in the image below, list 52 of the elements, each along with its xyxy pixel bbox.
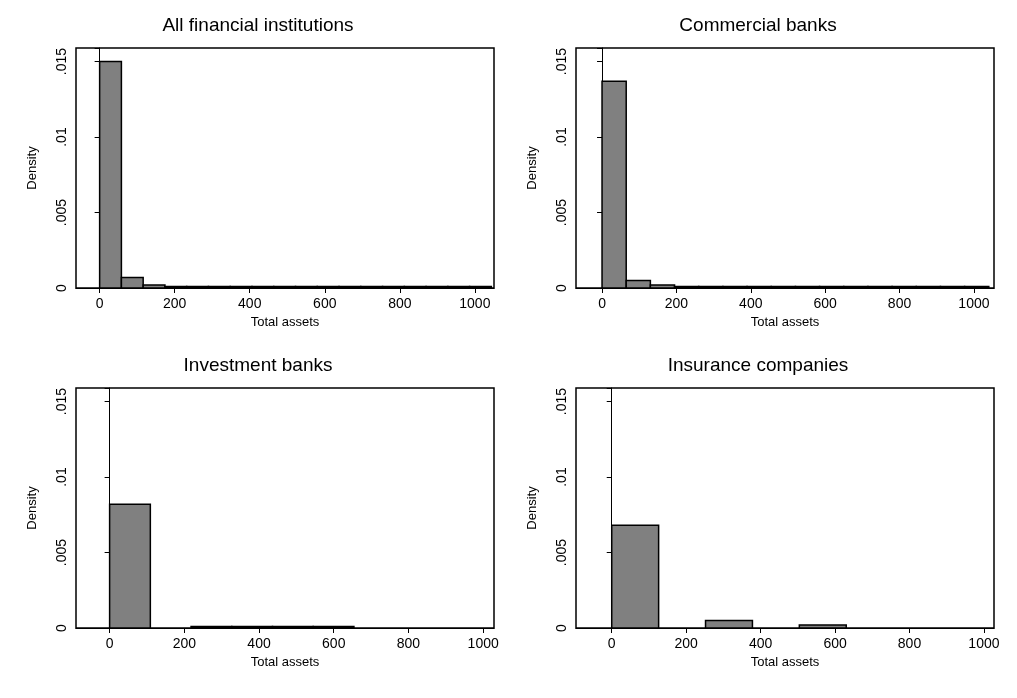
x-tick-label: 400 bbox=[748, 635, 773, 651]
y-tick-label: .01 bbox=[553, 467, 569, 487]
y-tick-label: 0 bbox=[53, 283, 69, 292]
chart-title: All financial institutions bbox=[162, 14, 354, 35]
y-tick-label: .005 bbox=[53, 198, 69, 227]
x-axis-title: Total assets bbox=[250, 313, 320, 329]
x-tick-label: 400 bbox=[247, 635, 271, 651]
x-tick-label: 400 bbox=[739, 295, 763, 311]
x-tick-label: 600 bbox=[322, 635, 346, 651]
x-tick-label: 600 bbox=[813, 295, 838, 311]
chart-title: Insurance companies bbox=[667, 354, 849, 375]
y-tick-label: 0 bbox=[553, 623, 569, 632]
x-tick-label: 0 bbox=[95, 295, 104, 311]
x-axis-title: Total assets bbox=[750, 653, 820, 669]
y-tick-label: .015 bbox=[553, 387, 569, 416]
y-tick-label: 0 bbox=[553, 283, 569, 292]
x-tick-label: 800 bbox=[396, 635, 421, 651]
y-tick-label: .005 bbox=[553, 538, 569, 567]
y-tick-label: .005 bbox=[53, 538, 69, 567]
y-tick-label: .005 bbox=[553, 198, 569, 227]
x-tick-label: 1000 bbox=[467, 635, 499, 651]
y-tick-label: .01 bbox=[553, 127, 569, 147]
y-axis-title: Density bbox=[524, 145, 539, 190]
x-tick-label: 800 bbox=[887, 295, 912, 311]
x-tick-label: 200 bbox=[163, 295, 187, 311]
x-tick-label: 600 bbox=[313, 295, 337, 311]
y-tick-label: 0 bbox=[53, 623, 69, 632]
y-tick-label: .01 bbox=[53, 127, 69, 147]
x-tick-label: 0 bbox=[105, 635, 114, 651]
x-tick-label: 800 bbox=[388, 295, 412, 311]
chart-title: Investment banks bbox=[183, 354, 333, 375]
y-tick-label: .01 bbox=[53, 467, 69, 487]
x-tick-label: 1000 bbox=[968, 635, 1000, 651]
x-tick-label: 0 bbox=[607, 635, 616, 651]
x-axis-title: Total assets bbox=[250, 653, 320, 669]
x-tick-label: 1000 bbox=[459, 295, 491, 311]
x-tick-label: 200 bbox=[172, 635, 197, 651]
y-axis-title: Density bbox=[24, 485, 39, 530]
y-tick-label: .015 bbox=[53, 47, 69, 76]
x-tick-label: 400 bbox=[238, 295, 262, 311]
x-tick-label: 1000 bbox=[958, 295, 990, 311]
x-axis-title: Total assets bbox=[750, 313, 820, 329]
x-tick-label: 600 bbox=[823, 635, 847, 651]
x-tick-label: 200 bbox=[674, 635, 699, 651]
y-axis-title: Density bbox=[24, 145, 39, 190]
chart-title: Commercial banks bbox=[679, 14, 837, 35]
y-tick-label: .015 bbox=[553, 47, 569, 76]
y-axis-title: Density bbox=[524, 485, 539, 530]
y-tick-label: .015 bbox=[53, 387, 69, 416]
x-tick-label: 800 bbox=[897, 635, 922, 651]
x-tick-label: 200 bbox=[664, 295, 689, 311]
x-tick-label: 0 bbox=[598, 295, 607, 311]
